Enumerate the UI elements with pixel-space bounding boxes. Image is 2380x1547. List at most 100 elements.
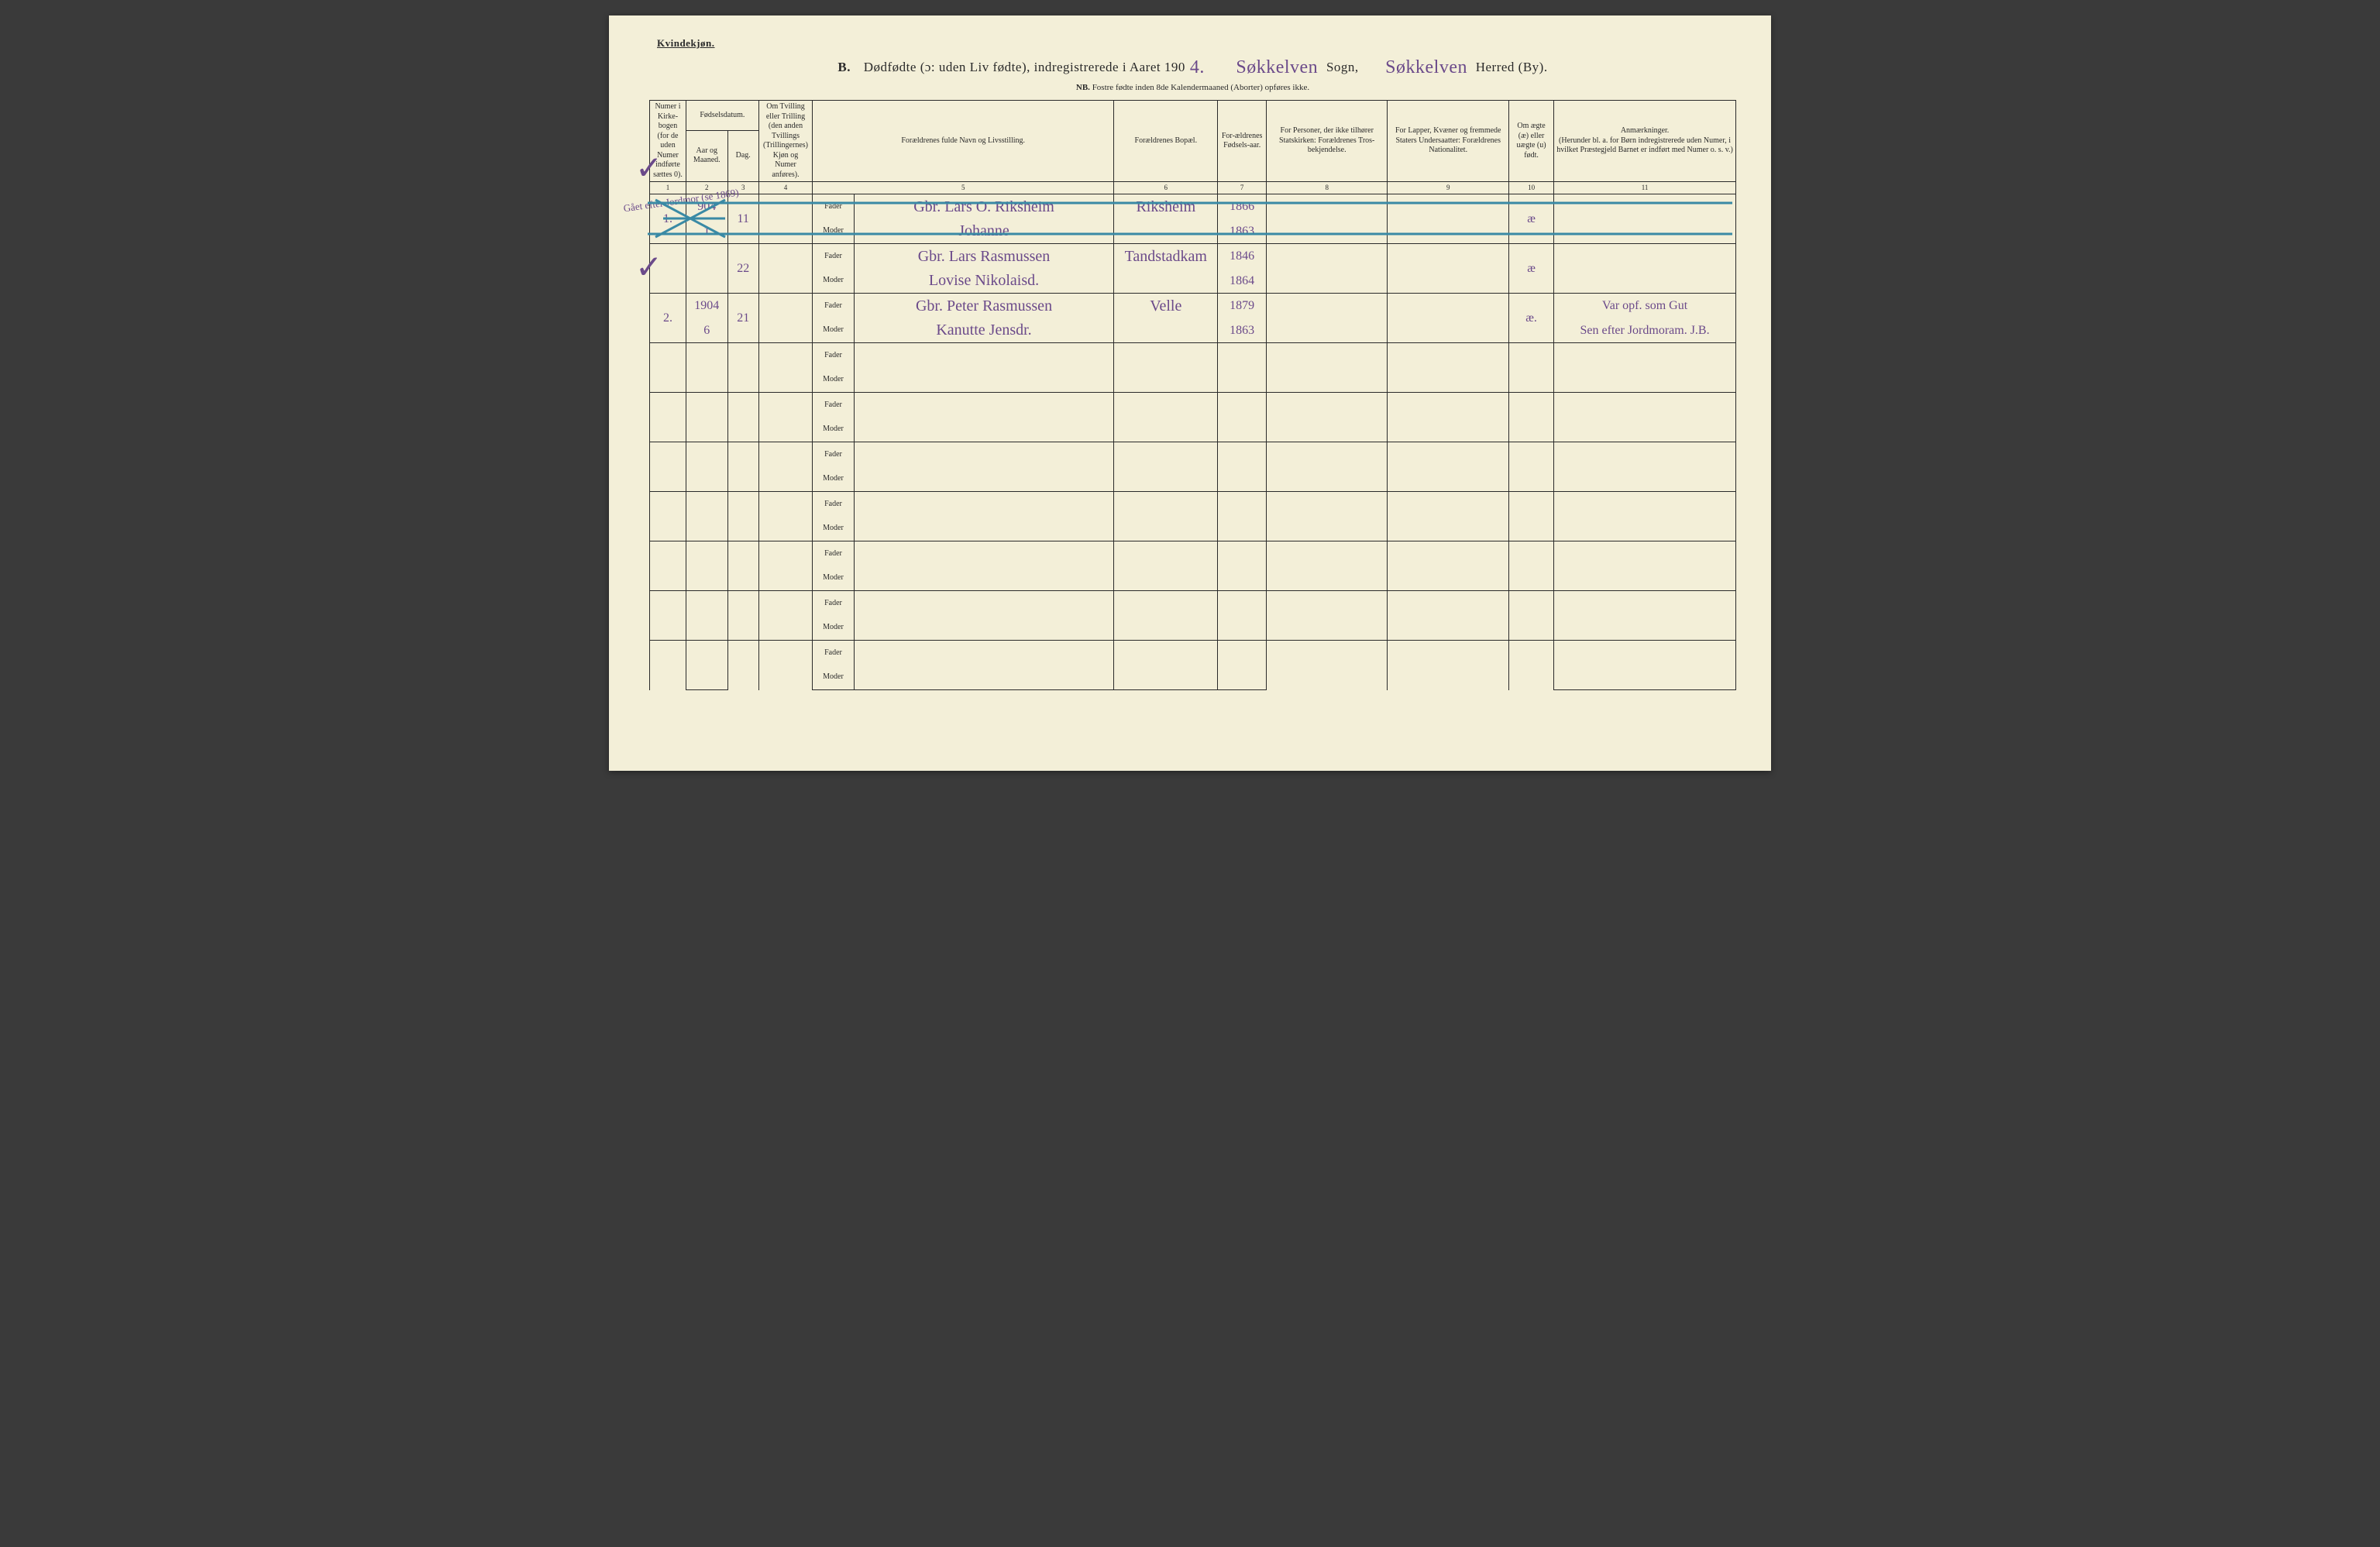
legitimacy: [1509, 393, 1554, 442]
father-name: [854, 492, 1113, 517]
notes-2: [1554, 566, 1736, 591]
gender-label: Kvindekjøn.: [657, 37, 1736, 50]
herred-handwritten: Søkkelven: [1381, 57, 1472, 77]
entry-month: [686, 616, 727, 641]
entry-twin: [758, 194, 812, 244]
entry-day: [727, 541, 758, 591]
fader-label: Fader: [813, 393, 855, 418]
notes: [1554, 591, 1736, 616]
notes: [1554, 492, 1736, 517]
legitimacy: [1509, 343, 1554, 393]
entry-year: [686, 393, 727, 418]
father-year: 1879: [1218, 294, 1267, 318]
residence-blank: [1114, 219, 1218, 244]
entry-year: 1904: [686, 294, 727, 318]
father-year: [1218, 541, 1267, 566]
col-header-1: Numer i Kirke-bogen (for de uden Numer i…: [650, 101, 686, 182]
col-header-2: Aar og Maaned.: [686, 130, 727, 181]
legitimacy: [1509, 492, 1554, 541]
father-year: 1846: [1218, 244, 1267, 269]
notes: [1554, 641, 1736, 665]
entry-year: [686, 591, 727, 616]
mother-year: 1864: [1218, 269, 1267, 294]
mother-name: [854, 467, 1113, 492]
entry-num: [650, 591, 686, 641]
religion: [1266, 343, 1388, 393]
mother-year: 1863: [1218, 219, 1267, 244]
entry-day: 22: [727, 244, 758, 294]
colnum: 4: [758, 182, 812, 194]
residence-blank: [1114, 368, 1218, 393]
ledger-page: Kvindekjøn. B. Dødfødte (ɔ: uden Liv fød…: [609, 15, 1771, 771]
entry-twin: [758, 343, 812, 393]
legitimacy: [1509, 591, 1554, 641]
entry-day: [727, 393, 758, 442]
entry-twin: [758, 541, 812, 591]
nationality: [1388, 294, 1509, 343]
col-header-9: For Lapper, Kvæner og fremmede Staters U…: [1388, 101, 1509, 182]
residence: Velle: [1114, 294, 1218, 318]
father-name: [854, 393, 1113, 418]
legitimacy: æ: [1509, 194, 1554, 244]
father-year: 1866: [1218, 194, 1267, 219]
sogn-label: Sogn,: [1326, 60, 1359, 74]
religion: [1266, 194, 1388, 244]
legitimacy: [1509, 442, 1554, 492]
entry-num: [650, 541, 686, 591]
residence-blank: [1114, 517, 1218, 541]
religion: [1266, 393, 1388, 442]
father-name: [854, 641, 1113, 665]
mother-year: [1218, 517, 1267, 541]
mother-name: [854, 418, 1113, 442]
fader-label: Fader: [813, 343, 855, 368]
fader-label: Fader: [813, 194, 855, 219]
entry-year: [686, 442, 727, 467]
section-letter: B.: [837, 60, 851, 74]
residence-blank: [1114, 418, 1218, 442]
entry-day: [727, 442, 758, 492]
residence: [1114, 393, 1218, 418]
notes: [1554, 244, 1736, 269]
colnum: 5: [813, 182, 1114, 194]
mother-name: [854, 566, 1113, 591]
residence: [1114, 492, 1218, 517]
notes-2: [1554, 517, 1736, 541]
legitimacy: æ: [1509, 244, 1554, 294]
subtitle: NB. Fostre fødte inden 8de Kalendermaane…: [649, 83, 1736, 92]
entry-day: [727, 641, 758, 690]
entry-day: [727, 591, 758, 641]
mother-year: [1218, 665, 1267, 690]
residence: [1114, 591, 1218, 616]
col-header-4: Om Tvilling eller Trilling (den anden Tv…: [758, 101, 812, 182]
entry-year: [686, 343, 727, 368]
entry-twin: [758, 442, 812, 492]
entry-twin: [758, 294, 812, 343]
notes-2: Sen efter Jordmoram. J.B.: [1554, 318, 1736, 343]
father-year: [1218, 591, 1267, 616]
notes-2: [1554, 418, 1736, 442]
colnum: 6: [1114, 182, 1218, 194]
notes-2: [1554, 269, 1736, 294]
table-body: 1.90411FaderGbr. Lars O. RiksheimRikshei…: [650, 194, 1736, 690]
mother-year: [1218, 566, 1267, 591]
nationality: [1388, 641, 1509, 690]
nationality: [1388, 541, 1509, 591]
mother-name: Lovise Nikolaisd.: [854, 269, 1113, 294]
entry-year: [686, 641, 727, 665]
mother-year: 1863: [1218, 318, 1267, 343]
father-name: [854, 541, 1113, 566]
col-header-6: Forældrenes Bopæl.: [1114, 101, 1218, 182]
mother-year: [1218, 467, 1267, 492]
notes: [1554, 541, 1736, 566]
moder-label: Moder: [813, 665, 855, 690]
fader-label: Fader: [813, 641, 855, 665]
entry-num: 2.: [650, 294, 686, 343]
religion: [1266, 244, 1388, 294]
entry-year: [686, 541, 727, 566]
title-main: Dødfødte (ɔ: uden Liv fødte), indregistr…: [864, 60, 1185, 74]
nationality: [1388, 244, 1509, 294]
notes: [1554, 194, 1736, 219]
residence: Tandstadkam: [1114, 244, 1218, 269]
entry-twin: [758, 492, 812, 541]
sogn-handwritten: Søkkelven: [1231, 57, 1322, 77]
